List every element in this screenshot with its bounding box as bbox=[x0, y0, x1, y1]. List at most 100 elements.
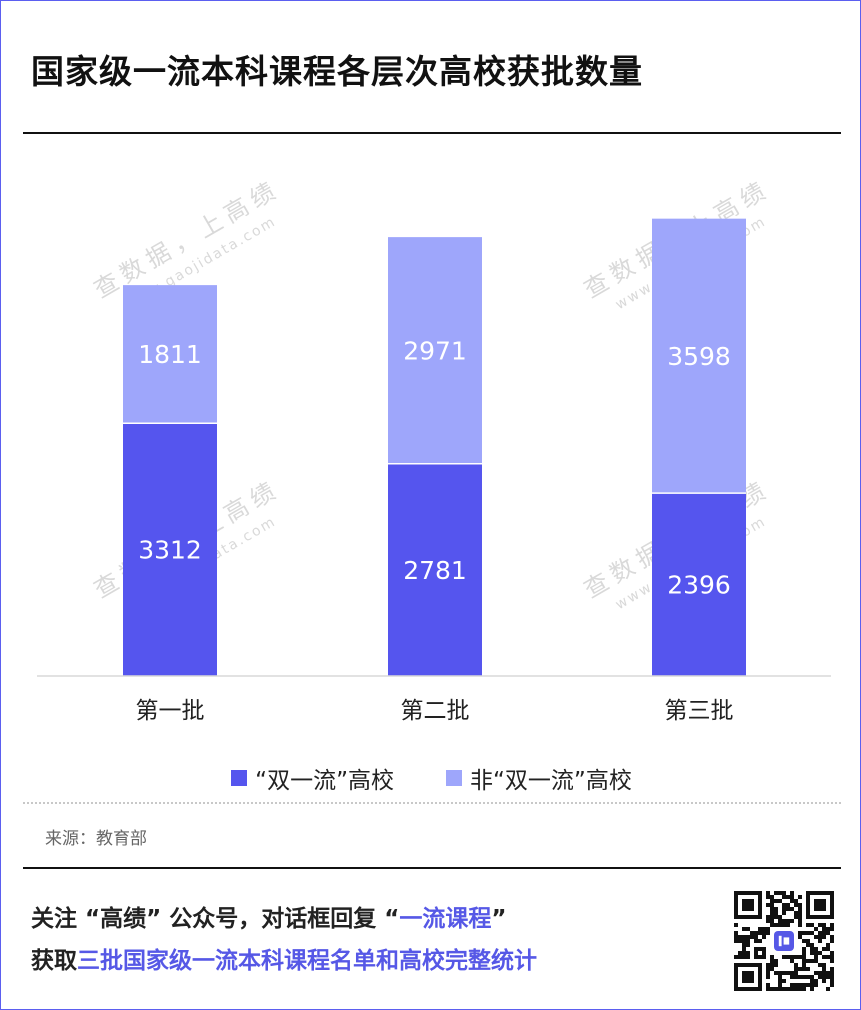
qr-module bbox=[830, 983, 834, 987]
qr-module bbox=[830, 927, 834, 931]
qr-module bbox=[782, 987, 786, 991]
promo-highlight: 三批国家级一流本科课程名单和高校完整统计 bbox=[77, 948, 537, 974]
qr-module bbox=[806, 939, 810, 943]
qr-module bbox=[774, 911, 778, 915]
qr-module bbox=[794, 971, 798, 975]
qr-module bbox=[802, 963, 806, 967]
qr-module bbox=[822, 963, 826, 967]
qr-module bbox=[810, 983, 814, 987]
qr-module bbox=[766, 971, 770, 975]
qr-module bbox=[822, 975, 826, 979]
qr-module bbox=[814, 927, 818, 931]
qr-module bbox=[770, 955, 774, 959]
qr-module bbox=[770, 903, 774, 907]
qr-module bbox=[778, 915, 782, 919]
qr-module bbox=[790, 919, 794, 923]
qr-module bbox=[738, 951, 742, 955]
qr-finder-core bbox=[814, 899, 826, 911]
qr-module bbox=[778, 971, 782, 975]
qr-module bbox=[806, 983, 810, 987]
qr-module bbox=[778, 923, 782, 927]
chart-title: 国家级一流本科课程各层次高校获批数量 bbox=[31, 52, 643, 91]
qr-code-icon[interactable] bbox=[734, 891, 834, 991]
qr-module bbox=[826, 955, 830, 959]
qr-module bbox=[790, 971, 794, 975]
qr-module bbox=[826, 947, 830, 951]
qr-module bbox=[762, 935, 766, 939]
qr-module bbox=[762, 947, 766, 951]
qr-module bbox=[762, 931, 766, 935]
qr-module bbox=[778, 983, 782, 987]
qr-module bbox=[754, 939, 758, 943]
qr-module bbox=[810, 931, 814, 935]
qr-module bbox=[790, 983, 794, 987]
qr-module bbox=[794, 915, 798, 919]
qr-module bbox=[782, 911, 786, 915]
qr-module bbox=[798, 955, 802, 959]
qr-module bbox=[766, 987, 770, 991]
qr-module bbox=[754, 947, 758, 951]
qr-module bbox=[802, 987, 806, 991]
data-label-double-first-class-1: 3312 bbox=[138, 536, 202, 565]
qr-module bbox=[802, 967, 806, 971]
qr-module bbox=[798, 907, 802, 911]
qr-module bbox=[766, 927, 770, 931]
qr-module bbox=[810, 923, 814, 927]
qr-module bbox=[758, 931, 762, 935]
qr-module bbox=[734, 955, 738, 959]
qr-module bbox=[802, 947, 806, 951]
promo-keyword: 一流课程 bbox=[399, 906, 492, 932]
bar-non-double-first-class-3 bbox=[652, 218, 746, 494]
bar-non-double-first-class-2 bbox=[388, 237, 482, 464]
qr-module bbox=[786, 919, 790, 923]
qr-module bbox=[802, 955, 806, 959]
qr-module bbox=[814, 979, 818, 983]
qr-module bbox=[830, 935, 834, 939]
qr-module bbox=[818, 923, 822, 927]
qr-module bbox=[826, 987, 830, 991]
qr-module bbox=[754, 935, 758, 939]
qr-module bbox=[798, 923, 802, 927]
legend-swatch-double-first-class bbox=[231, 770, 248, 786]
data-label-non-double-first-class-1: 1811 bbox=[138, 340, 202, 369]
qr-module bbox=[830, 951, 834, 955]
qr-module bbox=[830, 979, 834, 983]
labels-layer: 3312 1811 2781 2971 2396 3598 bbox=[138, 336, 731, 599]
qr-module bbox=[802, 975, 806, 979]
qr-module bbox=[742, 951, 746, 955]
qr-module bbox=[806, 959, 810, 963]
qr-module bbox=[790, 895, 794, 899]
qr-module bbox=[778, 891, 782, 895]
qr-module bbox=[798, 931, 802, 935]
qr-module bbox=[742, 943, 746, 947]
qr-module bbox=[814, 959, 818, 963]
qr-module bbox=[810, 959, 814, 963]
qr-module bbox=[802, 959, 806, 963]
qr-module bbox=[766, 915, 770, 919]
qr-module bbox=[822, 947, 826, 951]
qr-module bbox=[774, 907, 778, 911]
qr-module bbox=[782, 891, 786, 895]
stacked-bar-chart: 查数据，上高绩www.gaojidata.com查数据，上高绩www.gaoji… bbox=[37, 174, 831, 724]
qr-module bbox=[826, 943, 830, 947]
qr-module bbox=[822, 923, 826, 927]
qr-module bbox=[778, 899, 782, 903]
qr-module bbox=[786, 971, 790, 975]
qr-module bbox=[762, 951, 766, 955]
promo-line-1-suffix: ” bbox=[491, 906, 507, 932]
qr-module bbox=[774, 971, 778, 975]
qr-module bbox=[782, 907, 786, 911]
qr-module bbox=[810, 975, 814, 979]
qr-module bbox=[770, 915, 774, 919]
qr-module bbox=[794, 987, 798, 991]
qr-module bbox=[746, 955, 750, 959]
qr-module bbox=[818, 951, 822, 955]
qr-module bbox=[822, 971, 826, 975]
qr-module bbox=[818, 963, 822, 967]
qr-module bbox=[786, 955, 790, 959]
qr-module bbox=[826, 971, 830, 975]
qr-module bbox=[798, 915, 802, 919]
qr-module bbox=[738, 939, 742, 943]
qr-module bbox=[758, 939, 762, 943]
legend-item-double-first-class: “双一流”高校 bbox=[231, 761, 394, 795]
